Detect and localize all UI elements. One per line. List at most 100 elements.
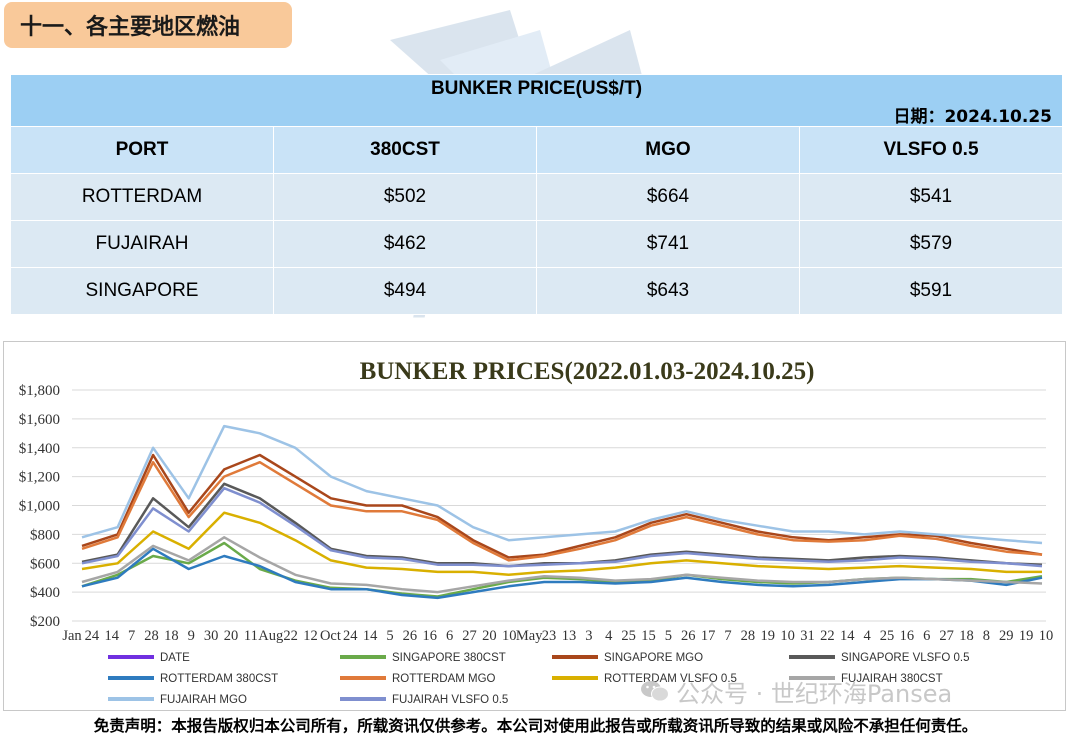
cell-mgo: $643 [536,267,800,315]
x-tick-label: 7 [724,628,731,644]
x-tick-label: 10 [780,628,795,644]
x-tick-label: 5 [665,628,672,644]
x-tick-label: 29 [999,628,1014,644]
table-row: ROTTERDAM $502 $664 $541 [10,173,1063,221]
y-tick-label: $400 [30,585,60,601]
x-tick-label: 14 [363,628,378,644]
x-tick-label: 22 [283,628,298,644]
x-tick-label: 4 [863,628,871,644]
wechat-icon [641,681,669,702]
x-tick-label: 8 [983,628,990,644]
x-tick-label: 10 [502,628,517,644]
x-tick-label: 15 [641,628,656,644]
legend-label: FUJAIRAH 380CST [841,673,943,685]
x-tick-label: 19 [1019,628,1034,644]
bunker-price-chart: BUNKER PRICES(2022.01.03-2024.10.25) $200… [19,358,1054,706]
x-tick-label: 27 [462,628,477,644]
cell-mgo: $741 [536,220,800,268]
series-line [81,460,1043,562]
x-tick-label: 6 [446,628,453,644]
cell-mgo: $664 [536,173,800,221]
wechat-text: 公众号 · 世纪环海Pansea [676,679,953,708]
table-banner: BUNKER PRICE(US$/T) 日期：2024.10.25 [10,74,1063,127]
x-tick-label: 3 [585,628,592,644]
header-port: PORT [10,126,274,174]
x-tick-label: Oct [320,628,341,644]
y-tick-label: $1,800 [19,383,60,399]
header-mgo: MGO [536,126,800,174]
y-tick-label: $1,200 [19,470,60,486]
disclaimer: 免责声明：本报告版权归本公司所有，所载资讯仅供参考。本公司对使用此报告或所载资讯… [93,717,978,735]
x-tick-label: 24 [343,628,358,644]
table-title: BUNKER PRICE(US$/T) [430,78,643,99]
x-tick-label: 26 [681,628,696,644]
x-tick-label: 22 [820,628,835,644]
series-line [81,482,1043,568]
x-tick-label: 4 [605,628,613,644]
x-tick-label: 12 [303,628,318,644]
x-tick-label: 16 [900,628,915,644]
x-tick-label: Aug [258,628,283,644]
cell-port: SINGAPORE [10,267,274,315]
bunker-price-table: BUNKER PRICE(US$/T) 日期：2024.10.25 PORT 3… [10,74,1063,315]
legend-label: DATE [160,652,190,664]
table-row: SINGAPORE $494 $643 $591 [10,267,1063,315]
x-tick-label: 10 [1039,628,1054,644]
x-tick-label: 14 [105,628,120,644]
chart-title: BUNKER PRICES(2022.01.03-2024.10.25) [360,358,815,385]
series-line [81,453,1043,559]
x-tick-label: 31 [800,628,815,644]
cell-380cst: $502 [273,173,537,221]
x-tick-label: 26 [403,628,418,644]
cell-vlsfo: $591 [799,267,1063,315]
y-tick-label: $600 [30,556,60,572]
legend-label: FUJAIRAH VLSFO 0.5 [392,694,508,706]
y-tick-label: $1,400 [19,441,60,457]
x-tick-label: 20 [482,628,497,644]
x-tick-label: 25 [880,628,895,644]
x-tick-label: 9 [188,628,195,644]
x-tick-label: 27 [939,628,954,644]
y-tick-label: $800 [30,527,60,543]
y-tick-label: $200 [30,614,60,630]
legend-label: SINGAPORE 380CST [392,652,506,664]
y-tick-label: $1,600 [19,412,60,428]
table-date: 日期：2024.10.25 [893,107,1052,127]
y-tick-label: $1,000 [19,499,60,515]
cell-vlsfo: $541 [799,173,1063,221]
x-tick-label: 30 [204,628,219,644]
x-tick-label: 17 [701,628,716,644]
section-title-text: 十一、各主要地区燃油 [20,15,241,40]
chart-frame [3,341,1066,711]
x-tick-label: 20 [224,628,239,644]
series-line [81,547,1043,600]
x-tick-label: 28 [741,628,756,644]
x-tick-label: 14 [840,628,855,644]
x-tick-label: 11 [244,628,258,644]
cell-380cst: $494 [273,267,537,315]
legend-label: FUJAIRAH MGO [160,694,247,706]
x-tick-label: 5 [386,628,393,644]
section-title: 十一、各主要地区燃油 [4,2,292,48]
x-tick-label: 16 [423,628,438,644]
series-line [81,511,1042,577]
wechat-watermark: 公众号 · 世纪环海Pansea [640,676,953,708]
x-tick-label: 23 [542,628,557,644]
table-row: FUJAIRAH $462 $741 $579 [10,220,1063,268]
x-tick-label: 24 [85,628,100,644]
legend-label: SINGAPORE VLSFO 0.5 [841,652,969,664]
x-tick-label: 25 [621,628,636,644]
header-vlsfo: VLSFO 0.5 [799,126,1063,174]
cell-vlsfo: $579 [799,220,1063,268]
series-line [81,536,1043,594]
cell-port: ROTTERDAM [10,173,274,221]
cell-380cst: $462 [273,220,537,268]
series-line [81,486,1043,568]
x-tick-label: 7 [128,628,135,644]
legend-label: SINGAPORE MGO [604,652,703,664]
legend-label: ROTTERDAM MGO [392,673,496,685]
x-tick-label: 13 [562,628,577,644]
legend-label: ROTTERDAM VLSFO 0.5 [604,673,737,685]
x-tick-label: 19 [760,628,775,644]
x-tick-label: 18 [164,628,179,644]
